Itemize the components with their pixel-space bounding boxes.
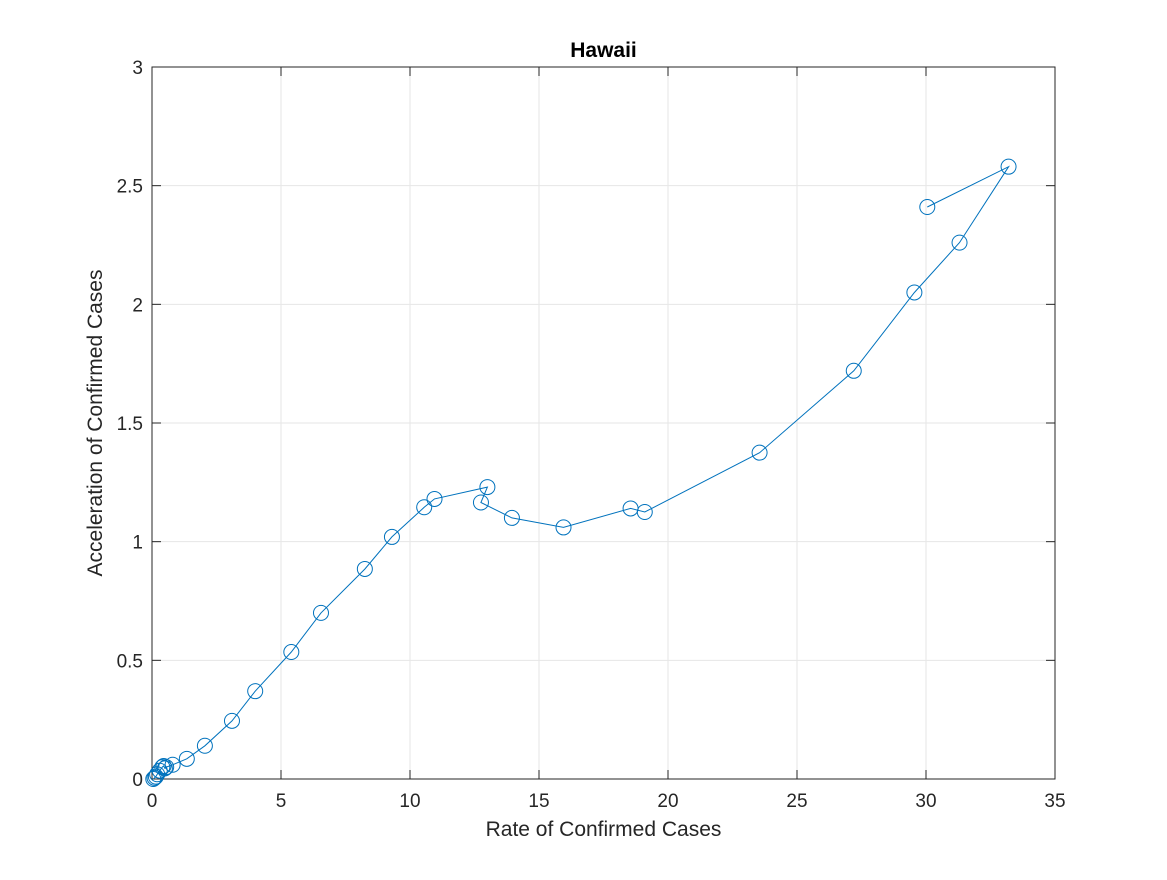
data-point-marker bbox=[223, 712, 240, 729]
y-tick-label: 2.5 bbox=[117, 177, 143, 198]
data-point-marker bbox=[906, 284, 923, 301]
data-point-marker bbox=[312, 604, 329, 621]
data-point-marker bbox=[155, 757, 172, 774]
x-axis-label: Rate of Confirmed Cases bbox=[486, 818, 722, 841]
y-tick-label: 0 bbox=[132, 770, 143, 791]
x-tick-label: 0 bbox=[147, 791, 158, 812]
data-point-marker bbox=[503, 509, 520, 526]
data-point-marker bbox=[164, 756, 181, 773]
x-tick-label: 30 bbox=[915, 791, 936, 812]
data-point-marker bbox=[356, 560, 373, 577]
data-point-marker bbox=[919, 199, 936, 216]
chart-title: Hawaii bbox=[570, 39, 637, 62]
y-tick-label: 0.5 bbox=[117, 651, 143, 672]
grid bbox=[151, 66, 1056, 780]
data-point-marker bbox=[472, 494, 489, 511]
data-point-marker bbox=[147, 768, 164, 785]
ticks: 0 5 10 15 20 25 30 35 0 0.5 1 1.5 2 2.5 3 bbox=[117, 58, 1066, 812]
data-point-marker bbox=[196, 737, 213, 754]
data-point-marker bbox=[156, 760, 173, 777]
data-point-marker bbox=[145, 771, 162, 787]
x-tick-label: 15 bbox=[528, 791, 549, 812]
data-point-marker bbox=[178, 750, 195, 767]
x-tick-label: 20 bbox=[657, 791, 678, 812]
y-tick-label: 3 bbox=[132, 58, 143, 79]
series-layer bbox=[145, 158, 1017, 787]
x-tick-label: 35 bbox=[1044, 791, 1065, 812]
data-point-marker bbox=[158, 759, 175, 776]
series-line bbox=[152, 165, 1011, 780]
data-point-marker bbox=[751, 444, 768, 461]
y-axis-label: Acceleration of Confirmed Cases bbox=[84, 270, 107, 577]
y-tick-label: 1 bbox=[132, 533, 143, 554]
data-point-marker bbox=[283, 644, 300, 661]
data-point-marker bbox=[951, 234, 968, 251]
x-tick-label: 10 bbox=[399, 791, 420, 812]
data-point-marker bbox=[845, 362, 862, 379]
data-point-marker bbox=[479, 479, 496, 496]
data-point-marker bbox=[154, 759, 171, 776]
data-point-marker bbox=[636, 504, 653, 520]
data-point-marker bbox=[416, 499, 433, 516]
data-point-marker bbox=[1000, 158, 1017, 175]
data-point-marker bbox=[555, 519, 572, 536]
y-tick-label: 2 bbox=[132, 295, 143, 316]
data-point-marker bbox=[426, 490, 443, 507]
x-tick-label: 25 bbox=[786, 791, 807, 812]
x-tick-label: 5 bbox=[276, 791, 287, 812]
data-point-marker bbox=[383, 528, 400, 545]
y-tick-label: 1.5 bbox=[117, 414, 143, 435]
data-point-marker bbox=[247, 683, 264, 700]
